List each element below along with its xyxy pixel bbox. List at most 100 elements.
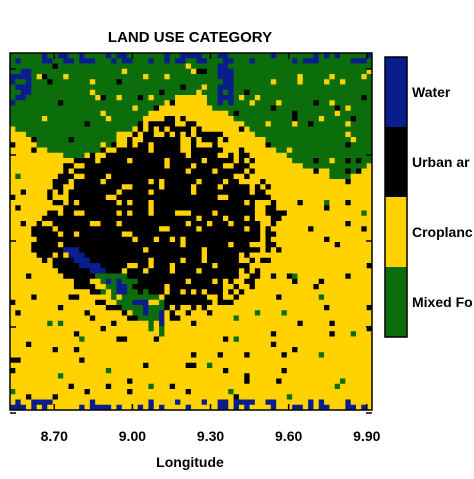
map-cell bbox=[84, 320, 91, 327]
map-cell bbox=[185, 263, 192, 269]
map-cell bbox=[63, 173, 69, 180]
map-cell bbox=[169, 247, 176, 253]
map-cell bbox=[233, 247, 240, 253]
map-cell bbox=[143, 289, 149, 295]
map-cell bbox=[31, 58, 38, 64]
map-cell bbox=[20, 74, 27, 80]
map-cell bbox=[121, 347, 128, 353]
map-cell bbox=[95, 147, 101, 154]
map-cell bbox=[324, 278, 330, 285]
map-cell bbox=[31, 194, 38, 201]
map-cell bbox=[153, 74, 160, 80]
map-cell bbox=[73, 89, 80, 96]
map-cell bbox=[180, 226, 187, 232]
map-cell bbox=[206, 173, 213, 180]
map-cell bbox=[356, 242, 362, 248]
map-cell bbox=[249, 210, 256, 217]
map-cell bbox=[206, 247, 213, 253]
map-cell bbox=[127, 105, 133, 112]
map-cell bbox=[249, 137, 256, 143]
map-cell bbox=[191, 399, 197, 406]
map-cell bbox=[217, 137, 224, 143]
map-cell bbox=[356, 236, 362, 243]
map-cell bbox=[180, 315, 187, 322]
map-cell bbox=[249, 105, 256, 112]
map-cell bbox=[286, 394, 293, 400]
map-cell bbox=[36, 278, 43, 285]
map-cell bbox=[84, 305, 91, 311]
map-cell bbox=[180, 110, 187, 117]
map-cell bbox=[25, 242, 32, 248]
map-cell bbox=[68, 200, 75, 206]
map-cell bbox=[286, 378, 293, 385]
map-cell bbox=[302, 110, 309, 117]
map-cell bbox=[15, 147, 22, 154]
map-cell bbox=[196, 252, 203, 259]
map-cell bbox=[137, 58, 144, 64]
map-cell bbox=[249, 404, 256, 411]
map-cell bbox=[217, 352, 224, 358]
map-cell bbox=[366, 341, 373, 348]
map-cell bbox=[270, 63, 277, 70]
map-cell bbox=[292, 331, 298, 337]
map-cell bbox=[222, 315, 229, 322]
map-cell bbox=[191, 89, 197, 96]
map-cell bbox=[153, 215, 160, 222]
map-cell bbox=[308, 373, 314, 379]
map-cell bbox=[153, 299, 160, 306]
map-cell bbox=[164, 58, 171, 64]
map-cell bbox=[84, 205, 91, 211]
map-cell bbox=[137, 284, 144, 290]
map-cell bbox=[345, 158, 352, 164]
map-cell bbox=[116, 284, 123, 290]
map-cell bbox=[57, 331, 64, 337]
map-cell bbox=[191, 126, 197, 133]
map-cell bbox=[36, 389, 43, 395]
map-cell bbox=[84, 194, 91, 201]
map-cell bbox=[308, 116, 314, 122]
map-cell bbox=[212, 336, 219, 343]
map-cell bbox=[79, 137, 85, 143]
map-cell bbox=[201, 152, 208, 159]
map-cell bbox=[73, 168, 80, 175]
map-cell bbox=[57, 299, 64, 306]
map-cell bbox=[345, 383, 352, 390]
map-cell bbox=[233, 378, 240, 385]
map-cell bbox=[10, 184, 16, 190]
map-cell bbox=[244, 315, 250, 322]
map-cell bbox=[345, 394, 352, 400]
legend-label: Mixed Fo bbox=[412, 294, 473, 310]
map-cell bbox=[281, 205, 288, 211]
map-cell bbox=[329, 263, 336, 269]
map-cell bbox=[308, 194, 314, 201]
map-cell bbox=[164, 126, 171, 133]
map-cell bbox=[185, 278, 192, 285]
map-cell bbox=[345, 79, 352, 85]
map-cell bbox=[260, 189, 266, 196]
map-cell bbox=[20, 210, 27, 217]
map-cell bbox=[201, 362, 208, 369]
map-cell bbox=[100, 200, 107, 206]
map-cell bbox=[191, 68, 197, 75]
map-cell bbox=[260, 205, 266, 211]
map-cell bbox=[324, 74, 330, 80]
map-cell bbox=[302, 284, 309, 290]
map-cell bbox=[191, 53, 197, 59]
map-cell bbox=[31, 252, 38, 259]
map-cell bbox=[281, 289, 288, 295]
map-cell bbox=[302, 352, 309, 358]
map-cell bbox=[196, 383, 203, 390]
map-cell bbox=[127, 362, 133, 369]
map-cell bbox=[270, 294, 277, 301]
map-cell bbox=[63, 95, 69, 101]
map-cell bbox=[324, 89, 330, 96]
map-cell bbox=[79, 294, 85, 301]
map-cell bbox=[185, 242, 192, 248]
map-cell bbox=[20, 58, 27, 64]
map-cell bbox=[324, 257, 330, 264]
map-cell bbox=[366, 273, 373, 280]
map-cell bbox=[212, 310, 219, 316]
map-cell bbox=[297, 210, 304, 217]
map-cell bbox=[324, 347, 330, 353]
map-cell bbox=[68, 336, 75, 343]
